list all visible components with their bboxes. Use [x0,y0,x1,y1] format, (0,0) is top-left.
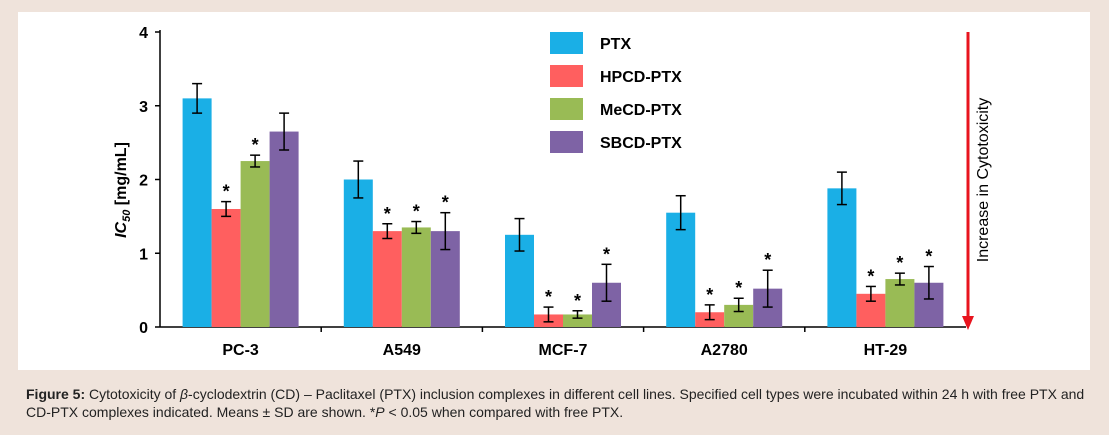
figure-panel: 0 1 2 3 4 PC-3 A549 MCF-7 A2780 HT-29 * * * * * * * * * * *… [18,12,1090,370]
sig-marker-MeCD-PTX-A549: * [413,202,420,222]
sig-marker-MeCD-PTX-HT-29: * [896,253,903,273]
bar-PTX-A549 [343,179,373,327]
x-tick-label-2: MCF-7 [539,342,588,359]
bar-PTX-PC-3 [182,98,212,327]
y-tick-label-2: 2 [139,173,148,190]
x-tick-label-0: PC-3 [222,342,259,359]
y-tick-label-4: 4 [139,25,148,42]
y-tick-label-1: 1 [139,246,148,263]
bar-MeCD-PTX-A549 [401,227,431,327]
legend-swatch-SBCD-PTX [550,131,583,153]
caption-beta: β [180,386,189,402]
sig-marker-SBCD-PTX-A2780: * [764,250,771,270]
caption-text-2: -cyclodextrin (CD) – Paclitaxel (PTX) in… [26,386,1085,420]
sig-marker-HPCD-PTX-A2780: * [706,285,713,305]
figure-caption: Figure 5: Cytotoxicity of β-cyclodextrin… [26,385,1096,421]
y-tick-label-3: 3 [139,99,148,116]
x-tick-label-1: A549 [383,342,421,359]
sig-marker-SBCD-PTX-A549: * [442,193,449,213]
y-tick-label-0: 0 [139,320,148,337]
caption-text: Cytotoxicity of [85,386,181,402]
bar-SBCD-PTX-PC-3 [269,131,299,327]
cytotoxicity-annotation: Increase in Cytotoxicity [975,98,992,263]
legend-swatch-HPCD-PTX [550,65,583,87]
sig-marker-HPCD-PTX-HT-29: * [867,266,874,286]
legend-swatch-MeCD-PTX [550,98,583,120]
bar-MeCD-PTX-HT-29 [885,279,915,327]
caption-p: P [375,404,385,420]
sig-marker-HPCD-PTX-A549: * [384,204,391,224]
legend-label-PTX: PTX [600,36,631,53]
legend-label-MeCD-PTX: MeCD-PTX [600,102,682,119]
sig-marker-MeCD-PTX-MCF-7: * [574,291,581,311]
x-tick-label-4: HT-29 [864,342,908,359]
bar-HPCD-PTX-A549 [372,231,402,327]
legend-label-SBCD-PTX: SBCD-PTX [600,135,682,152]
x-tick-label-3: A2780 [701,342,748,359]
sig-marker-SBCD-PTX-HT-29: * [925,247,932,267]
cytotoxicity-arrow-head [962,316,974,330]
sig-marker-MeCD-PTX-A2780: * [735,278,742,298]
bar-chart: 0 1 2 3 4 PC-3 A549 MCF-7 A2780 HT-29 * * * * * * * * * * *… [113,25,992,359]
sig-marker-SBCD-PTX-MCF-7: * [603,244,610,264]
sig-marker-HPCD-PTX-MCF-7: * [545,287,552,307]
caption-label: Figure 5: [26,386,86,402]
legend-swatch-PTX [550,32,583,54]
sig-marker-MeCD-PTX-PC-3: * [252,135,259,155]
bar-MeCD-PTX-MCF-7 [563,314,592,327]
bar-PTX-A2780 [666,212,696,327]
caption-text-3: < 0.05 when compared with free PTX. [384,404,624,420]
legend-label-HPCD-PTX: HPCD-PTX [600,69,682,86]
bar-PTX-HT-29 [827,188,857,327]
bar-HPCD-PTX-PC-3 [211,209,241,327]
bar-MeCD-PTX-PC-3 [240,161,270,327]
bar-MeCD-PTX-A2780 [724,304,754,327]
y-axis-label: IC50 [mg/mL] [113,142,133,238]
sig-marker-HPCD-PTX-PC-3: * [223,182,230,202]
